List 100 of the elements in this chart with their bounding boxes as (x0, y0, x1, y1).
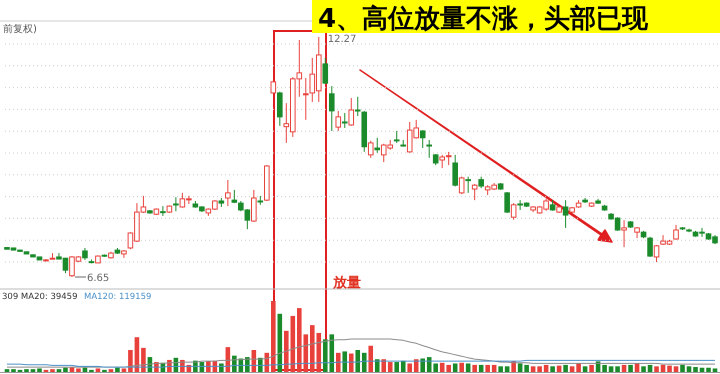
bar (498, 366, 503, 372)
candlestick (335, 110, 342, 132)
candlestick (452, 154, 458, 187)
bar (381, 359, 386, 372)
candlestick (647, 236, 653, 258)
bar (426, 357, 432, 372)
bar (368, 346, 374, 372)
annotation: MA120: 119159 (84, 292, 152, 302)
bar (518, 363, 522, 372)
bar (550, 366, 555, 372)
bar (394, 362, 400, 372)
bar (608, 366, 614, 372)
bar (530, 366, 536, 372)
candlestick (432, 154, 438, 166)
bar (544, 364, 548, 372)
annotation: 309 MA20: 39459 (2, 292, 78, 302)
candlestick (251, 189, 257, 222)
candlestick (277, 91, 283, 126)
bar (602, 364, 607, 372)
bar (134, 337, 140, 372)
candlestick (342, 112, 348, 128)
candlestick (504, 192, 510, 214)
bar (582, 366, 588, 372)
bar (96, 368, 100, 372)
bar (400, 360, 406, 372)
bar (108, 369, 114, 372)
bar (290, 316, 296, 372)
bar (563, 364, 568, 372)
candlestick (426, 139, 432, 158)
bar (374, 359, 380, 372)
bar (433, 363, 438, 372)
candlestick (270, 80, 276, 94)
bar (478, 364, 484, 372)
bar (570, 366, 574, 372)
bar (492, 364, 496, 372)
bar (348, 354, 354, 372)
bar (504, 366, 510, 372)
candlestick (654, 244, 660, 263)
bar (472, 364, 477, 372)
bar (524, 364, 529, 372)
bar (452, 363, 458, 372)
bar (303, 334, 308, 372)
bar (128, 350, 133, 372)
bar (316, 332, 322, 372)
bar (615, 366, 620, 372)
candlestick (225, 180, 231, 207)
bar (628, 364, 633, 372)
bar (466, 363, 470, 372)
candlestick (374, 137, 380, 154)
bar (459, 362, 464, 372)
bar (420, 358, 426, 372)
bar (362, 352, 367, 372)
candlestick (82, 247, 88, 260)
bar (446, 364, 451, 372)
bar (322, 339, 328, 372)
text: 前复权) (3, 23, 37, 35)
candlestick (354, 96, 361, 117)
bar (537, 366, 542, 372)
candlestick (673, 224, 679, 240)
candlestick (472, 183, 478, 201)
bar (388, 362, 393, 372)
bar (414, 359, 419, 372)
candlestick (348, 98, 354, 126)
candlestick (173, 196, 179, 212)
bar (634, 363, 640, 372)
bar (296, 308, 302, 372)
annotation: 12.27 (328, 34, 356, 45)
bar (310, 325, 315, 372)
candlestick (621, 220, 627, 248)
candlestick (394, 130, 400, 144)
candlestick (478, 176, 484, 189)
chart-title: 4、高位放量不涨，头部已现 (318, 4, 650, 34)
candlestick (302, 77, 309, 120)
bar (556, 366, 562, 372)
candlestick (458, 176, 464, 195)
bar (226, 347, 230, 372)
annotation: 放量 (332, 275, 361, 291)
candlestick (160, 206, 166, 216)
bar (440, 362, 444, 372)
bar (622, 364, 626, 372)
bar (342, 351, 348, 372)
annotation: 6.65 (86, 273, 110, 284)
candlestick (328, 86, 335, 132)
candlestick (562, 200, 568, 228)
bar (115, 368, 120, 372)
bar (284, 330, 289, 372)
candlestick (420, 130, 426, 149)
candlestick (510, 202, 516, 220)
candlestick (322, 57, 328, 84)
bar (336, 352, 341, 372)
bar (329, 334, 334, 372)
bar (576, 363, 581, 372)
bar (82, 368, 88, 372)
bar (355, 350, 360, 372)
candlestick (550, 200, 556, 212)
bar (407, 363, 412, 372)
bar (271, 301, 276, 372)
bar (485, 364, 490, 372)
candlestick (634, 226, 640, 239)
candlestick (465, 176, 471, 194)
